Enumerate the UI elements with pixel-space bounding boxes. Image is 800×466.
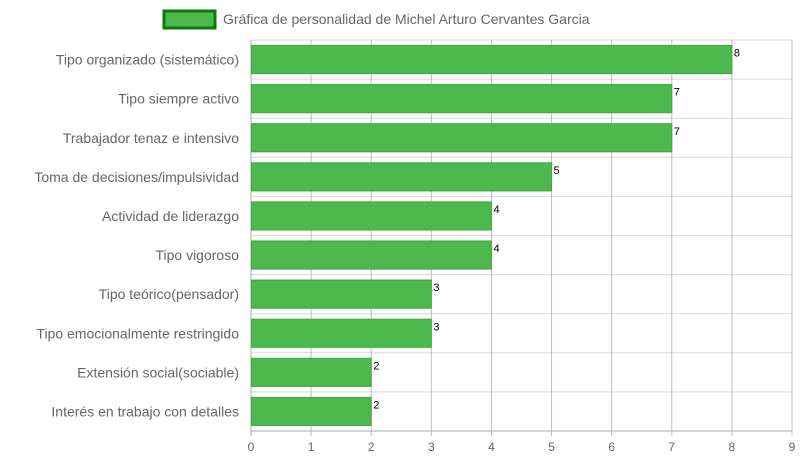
x-tick-label: 6 (608, 440, 615, 454)
data-labels: 8 7 7 5 4 4 3 3 2 2 (373, 48, 740, 412)
x-tick-label: 5 (548, 440, 555, 454)
bar[interactable] (251, 123, 673, 153)
category-labels: Tipo organizado (sistemático) Tipo siempr… (34, 52, 239, 420)
data-label: 4 (493, 204, 499, 216)
category-label: Tipo organizado (sistemático) (56, 52, 239, 68)
bar[interactable] (251, 240, 492, 270)
x-tick-label: 9 (789, 440, 796, 454)
data-label: 2 (373, 399, 379, 411)
bar[interactable] (251, 357, 372, 387)
x-tick-label: 4 (488, 440, 495, 454)
bar[interactable] (251, 162, 553, 192)
category-label: Tipo vigoroso (155, 247, 239, 263)
data-label: 7 (674, 87, 680, 99)
bar[interactable] (251, 279, 432, 309)
bar[interactable] (251, 201, 492, 231)
data-label: 2 (373, 360, 379, 372)
bar[interactable] (251, 318, 432, 348)
category-label: Interés en trabajo con detalles (51, 403, 239, 419)
x-tick-label: 3 (428, 440, 435, 454)
bars (251, 44, 733, 427)
category-label: Toma de decisiones/impulsividad (34, 169, 239, 185)
bar[interactable] (251, 84, 673, 114)
bar[interactable] (251, 396, 372, 427)
x-tick-label: 2 (368, 440, 375, 454)
data-label: 3 (433, 321, 439, 333)
bar[interactable] (251, 44, 733, 75)
data-label: 4 (493, 243, 499, 255)
category-label: Tipo teórico(pensador) (99, 286, 239, 302)
x-tick-label: 7 (668, 440, 675, 454)
category-label: Tipo siempre activo (118, 91, 239, 107)
category-label: Extensión social(sociable) (77, 364, 239, 380)
category-label: Actividad de liderazgo (102, 208, 239, 224)
data-label: 8 (734, 48, 740, 60)
data-label: 5 (554, 165, 560, 177)
category-label: Tipo emocionalmente restringido (36, 325, 239, 341)
data-label: 3 (433, 282, 439, 294)
x-tick-label: 0 (248, 440, 255, 454)
data-label: 7 (674, 126, 680, 138)
x-tick-label: 8 (729, 440, 736, 454)
legend[interactable]: Gráfica de personalidad de Michel Arturo… (162, 9, 590, 30)
x-axis-ticks: 0 1 2 3 4 5 6 7 8 9 (248, 440, 796, 454)
category-label: Trabajador tenaz e intensivo (63, 130, 239, 146)
legend-label: Gráfica de personalidad de Michel Arturo… (223, 11, 590, 27)
x-tick-label: 1 (308, 440, 315, 454)
legend-swatch (162, 9, 217, 30)
